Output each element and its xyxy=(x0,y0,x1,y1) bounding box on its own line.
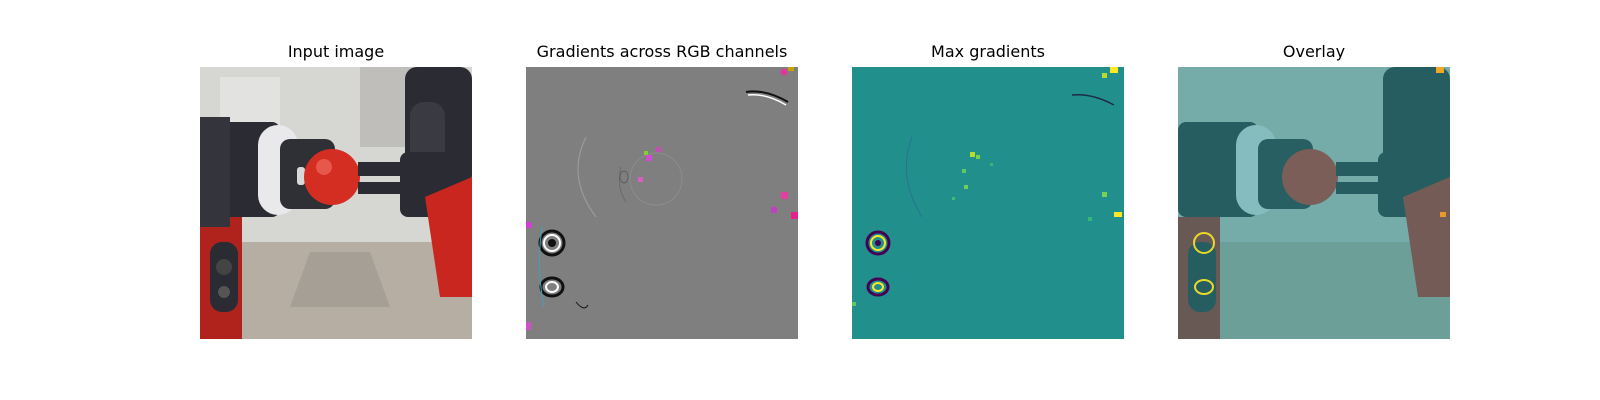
rgb-gradients-image xyxy=(526,67,798,339)
rgb-gradient-map xyxy=(526,67,798,339)
max-gradients-image xyxy=(852,67,1124,339)
panel-title-overlay: Overlay xyxy=(1282,42,1346,61)
panel-overlay: Overlay xyxy=(1178,0,1450,400)
panel-title-rgb-gradients: Gradients across RGB channels xyxy=(536,42,788,61)
input-image xyxy=(200,67,472,339)
overlay-map xyxy=(1178,67,1450,339)
panel-title-input-image: Input image xyxy=(287,42,385,61)
panel-input-image: Input image xyxy=(200,0,472,400)
panel-max-gradients: Max gradients xyxy=(852,0,1124,400)
robot-arm-photo xyxy=(200,67,472,339)
panel-rgb-gradients: Gradients across RGB channels xyxy=(526,0,798,400)
overlay-image xyxy=(1178,67,1450,339)
max-gradient-map xyxy=(852,67,1124,339)
panel-title-max-gradients: Max gradients xyxy=(931,42,1045,61)
